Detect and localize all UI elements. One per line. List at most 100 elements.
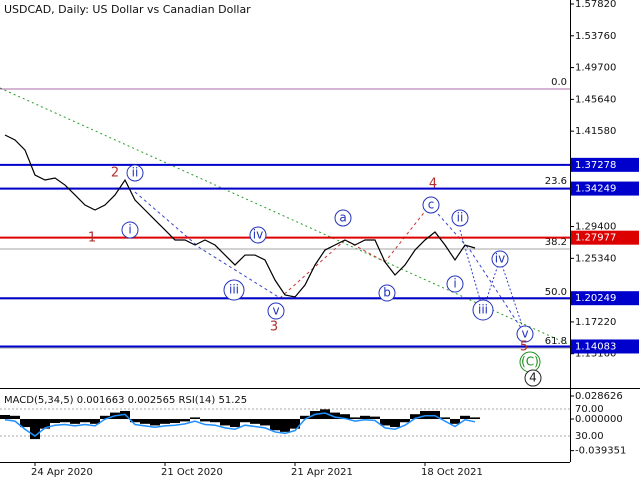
macd-bar bbox=[320, 409, 330, 420]
wave-circle bbox=[491, 250, 509, 268]
wave-label: c bbox=[428, 198, 435, 212]
macd-bar bbox=[410, 414, 420, 420]
macd-bar bbox=[380, 419, 390, 426]
macd-bar bbox=[50, 419, 60, 424]
macd-bar bbox=[350, 417, 360, 420]
macd-bar bbox=[420, 410, 430, 420]
macd-bar bbox=[450, 419, 460, 424]
y-tick-label: 1.53760 bbox=[575, 31, 616, 42]
wave-label: iv bbox=[253, 227, 263, 241]
wave-label: v bbox=[521, 327, 528, 341]
macd-bar bbox=[280, 419, 290, 432]
wave-label: 2 bbox=[111, 165, 119, 180]
wave-circle bbox=[334, 209, 352, 227]
y-tick-label: 0.000000 bbox=[575, 414, 623, 425]
y2-tick-label: 70.00 bbox=[575, 404, 604, 415]
y-tick-label: 1.29400 bbox=[575, 222, 616, 233]
wave-circle bbox=[126, 164, 144, 182]
macd-bar bbox=[340, 414, 350, 420]
wave-line bbox=[429, 204, 526, 335]
macd-bar bbox=[250, 419, 260, 424]
y-tick-label: 1.45640 bbox=[575, 94, 616, 105]
macd-bar bbox=[150, 419, 160, 426]
macd-bar bbox=[10, 415, 20, 420]
macd-bar bbox=[390, 419, 400, 428]
level-label: 1.34249 bbox=[575, 184, 616, 195]
macd-bar bbox=[440, 417, 450, 420]
macd-bar bbox=[300, 415, 310, 420]
wave-label: 1 bbox=[88, 231, 96, 246]
fib-label: 0.0 bbox=[551, 77, 567, 88]
fib-label: 50.0 bbox=[545, 287, 567, 298]
wave-circle bbox=[249, 226, 267, 244]
y-tick-label: 1.49700 bbox=[575, 63, 616, 74]
macd-bar bbox=[200, 419, 210, 422]
macd-bar bbox=[360, 415, 370, 420]
x-tick-label: 18 Oct 2021 bbox=[421, 467, 483, 478]
macd-bar bbox=[460, 415, 470, 420]
macd-bar bbox=[330, 412, 340, 420]
wave-circle bbox=[267, 302, 285, 320]
wave-label: iv bbox=[495, 252, 505, 266]
macd-bar bbox=[190, 417, 200, 420]
level-label: 1.20249 bbox=[575, 293, 616, 304]
level-box bbox=[571, 291, 639, 306]
wave-line bbox=[459, 229, 526, 335]
wave-label: 5 bbox=[520, 340, 528, 355]
y-tick-label: 1.13160 bbox=[575, 349, 616, 360]
level-label: 1.14083 bbox=[575, 341, 616, 352]
macd-bar bbox=[400, 419, 410, 423]
y-tick-label: 1.25340 bbox=[575, 253, 616, 264]
macd-bar bbox=[170, 419, 180, 424]
x-tick-label: 21 Oct 2020 bbox=[161, 467, 223, 478]
macd-bar bbox=[70, 419, 80, 424]
y-tick-label: 0.028626 bbox=[575, 391, 623, 402]
wave-circle bbox=[446, 275, 464, 293]
macd-bar bbox=[0, 414, 10, 420]
wave-label: i bbox=[128, 222, 131, 236]
level-label: 1.27977 bbox=[575, 233, 616, 244]
wave-circle bbox=[223, 279, 245, 301]
wave-label: 3 bbox=[270, 320, 278, 335]
wave-label: iii bbox=[478, 303, 488, 317]
wave-label: v bbox=[272, 304, 279, 318]
wave-label: ii bbox=[132, 165, 139, 179]
macd-bar bbox=[60, 419, 70, 423]
macd-bar bbox=[130, 419, 140, 423]
wave-label: 4 bbox=[529, 371, 537, 385]
wave-circle bbox=[516, 325, 534, 343]
fib-label: 61.8 bbox=[545, 336, 567, 347]
macd-bar bbox=[30, 419, 40, 440]
level-box bbox=[571, 157, 639, 172]
wave-circle bbox=[121, 221, 139, 239]
price-line bbox=[4, 134, 476, 298]
macd-bar bbox=[180, 419, 190, 422]
wave-label: b bbox=[383, 286, 391, 300]
level-box bbox=[571, 339, 639, 354]
macd-bar bbox=[220, 419, 230, 426]
y2-tick-label: 30.00 bbox=[575, 431, 604, 442]
y-tick-label: 1.41580 bbox=[575, 126, 616, 137]
wave-label: iii bbox=[229, 283, 239, 297]
wave-circle bbox=[451, 209, 469, 227]
macd-bar bbox=[100, 415, 110, 420]
macd-bar bbox=[90, 419, 100, 424]
wave-label: (C) bbox=[521, 355, 539, 369]
macd-bar bbox=[260, 419, 270, 426]
macd-bar bbox=[290, 419, 300, 429]
macd-bar bbox=[240, 419, 250, 423]
macd-bar bbox=[210, 419, 220, 423]
macd-bar bbox=[40, 419, 50, 429]
x-tick-label: 21 Apr 2021 bbox=[291, 467, 353, 478]
level-box bbox=[571, 230, 639, 245]
macd-bar bbox=[230, 419, 240, 428]
trend-line bbox=[0, 87, 571, 346]
fib-label: 38.2 bbox=[545, 237, 567, 248]
x-tick-label: 24 Apr 2020 bbox=[31, 467, 93, 478]
y-tick-label: 1.17220 bbox=[575, 317, 616, 328]
wave-circle bbox=[422, 196, 440, 214]
macd-bar bbox=[370, 416, 380, 420]
macd-bar bbox=[430, 410, 440, 420]
